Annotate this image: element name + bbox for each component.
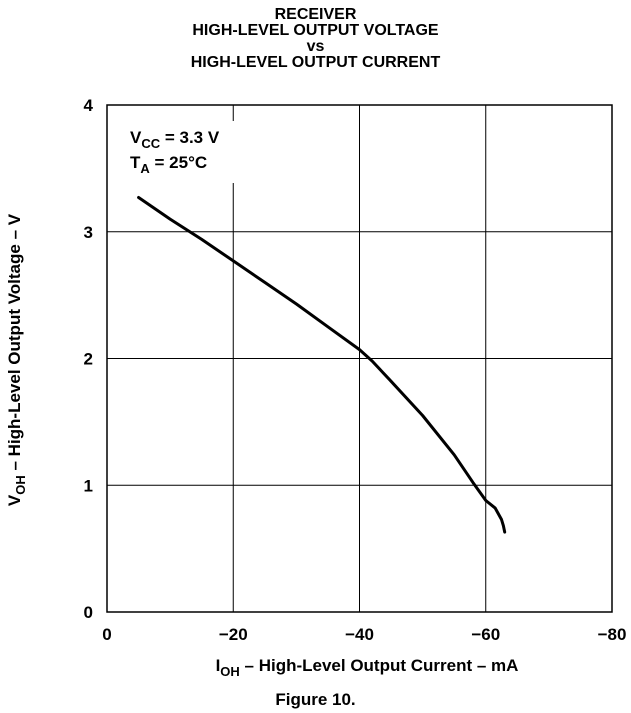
annotation-vcc: VCC = 3.3 V <box>130 128 220 151</box>
series-line-0 <box>137 196 507 534</box>
y-tick-label: 4 <box>84 96 94 115</box>
x-tick-label: −60 <box>471 625 500 644</box>
x-tick-label: 0 <box>102 625 111 644</box>
x-tick-label: −40 <box>345 625 374 644</box>
data-series <box>137 196 507 534</box>
x-axis-label: IOH – High-Level Output Current – mA <box>216 656 519 679</box>
annotation-ta: TA = 25°C <box>130 153 207 176</box>
y-tick-label: 1 <box>84 476 93 495</box>
annotation-box <box>121 121 235 183</box>
tick-labels: 0 −20 −40 −60 −80 0 1 2 3 4 <box>84 96 627 644</box>
y-tick-label: 3 <box>84 223 93 242</box>
y-axis-label: VOH – High-Level Output Voltage – V <box>5 213 28 506</box>
plot-frame <box>106 104 613 613</box>
figure-caption: Figure 10. <box>275 690 356 709</box>
chart-title-line-4: HIGH-LEVEL OUTPUT CURRENT <box>190 54 441 71</box>
plot-border <box>106 104 613 613</box>
x-tick-label: −20 <box>219 625 248 644</box>
y-tick-label: 2 <box>84 350 93 369</box>
chart-title-line-1: RECEIVER <box>274 6 357 23</box>
chart-title-line-3: vs <box>306 38 325 55</box>
y-tick-label: 0 <box>84 603 93 622</box>
chart-title-line-2: HIGH-LEVEL OUTPUT VOLTAGE <box>192 22 439 39</box>
x-tick-label: −80 <box>598 625 627 644</box>
